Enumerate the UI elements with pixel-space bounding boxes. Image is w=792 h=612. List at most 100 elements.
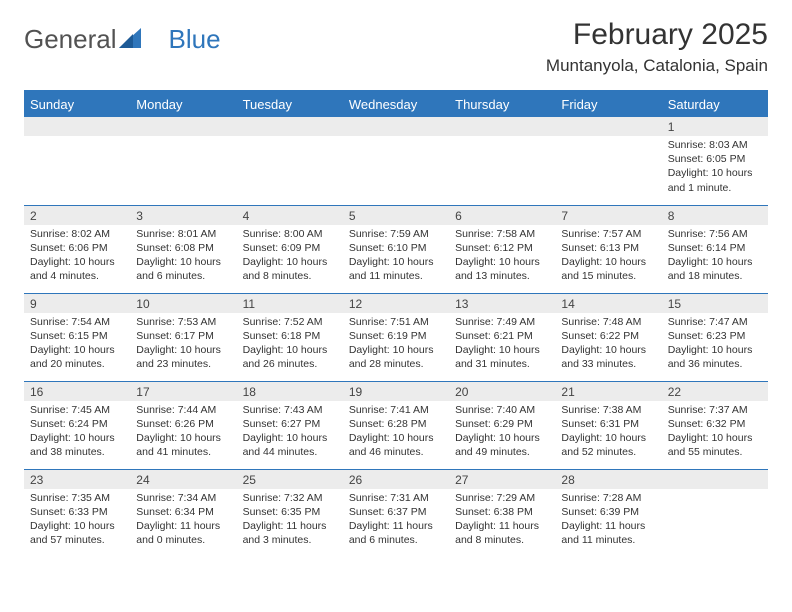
sunrise-text: Sunrise: 7:41 AM (349, 403, 443, 417)
day-header: Tuesday (237, 92, 343, 117)
daylight-text: Daylight: 10 hours and 11 minutes. (349, 255, 443, 283)
brand-part1: General (24, 24, 117, 55)
day-details: Sunrise: 7:53 AMSunset: 6:17 PMDaylight:… (130, 313, 236, 378)
calendar-cell: 11Sunrise: 7:52 AMSunset: 6:18 PMDayligh… (237, 293, 343, 381)
sunset-text: Sunset: 6:19 PM (349, 329, 443, 343)
sunrise-text: Sunrise: 7:29 AM (455, 491, 549, 505)
title-block: February 2025 Muntanyola, Catalonia, Spa… (546, 18, 768, 80)
calendar-cell: 27Sunrise: 7:29 AMSunset: 6:38 PMDayligh… (449, 469, 555, 557)
day-number: 9 (24, 294, 130, 313)
daylight-text: Daylight: 10 hours and 15 minutes. (561, 255, 655, 283)
day-number: 12 (343, 294, 449, 313)
calendar-cell: .. (555, 117, 661, 205)
calendar-cell: 10Sunrise: 7:53 AMSunset: 6:17 PMDayligh… (130, 293, 236, 381)
calendar-cell: 24Sunrise: 7:34 AMSunset: 6:34 PMDayligh… (130, 469, 236, 557)
calendar-cell: 5Sunrise: 7:59 AMSunset: 6:10 PMDaylight… (343, 205, 449, 293)
calendar-cell: .. (130, 117, 236, 205)
day-number: 18 (237, 382, 343, 401)
sunrise-text: Sunrise: 7:34 AM (136, 491, 230, 505)
calendar-cell: 18Sunrise: 7:43 AMSunset: 6:27 PMDayligh… (237, 381, 343, 469)
sunset-text: Sunset: 6:13 PM (561, 241, 655, 255)
day-number: 15 (662, 294, 768, 313)
day-number: 6 (449, 206, 555, 225)
day-number: 16 (24, 382, 130, 401)
sunrise-text: Sunrise: 7:52 AM (243, 315, 337, 329)
sunset-text: Sunset: 6:35 PM (243, 505, 337, 519)
day-details: Sunrise: 7:37 AMSunset: 6:32 PMDaylight:… (662, 401, 768, 466)
calendar-cell: 4Sunrise: 8:00 AMSunset: 6:09 PMDaylight… (237, 205, 343, 293)
day-number: 20 (449, 382, 555, 401)
day-details: Sunrise: 7:40 AMSunset: 6:29 PMDaylight:… (449, 401, 555, 466)
sunset-text: Sunset: 6:39 PM (561, 505, 655, 519)
day-details: Sunrise: 7:54 AMSunset: 6:15 PMDaylight:… (24, 313, 130, 378)
day-number: 3 (130, 206, 236, 225)
calendar-week-row: ............1Sunrise: 8:03 AMSunset: 6:0… (24, 117, 768, 205)
sunset-text: Sunset: 6:29 PM (455, 417, 549, 431)
sunrise-text: Sunrise: 8:02 AM (30, 227, 124, 241)
day-details: Sunrise: 7:28 AMSunset: 6:39 PMDaylight:… (555, 489, 661, 554)
day-details: Sunrise: 7:48 AMSunset: 6:22 PMDaylight:… (555, 313, 661, 378)
daylight-text: Daylight: 10 hours and 28 minutes. (349, 343, 443, 371)
day-number: 23 (24, 470, 130, 489)
day-number: 14 (555, 294, 661, 313)
calendar-cell: .. (24, 117, 130, 205)
day-number: 11 (237, 294, 343, 313)
day-header: Monday (130, 92, 236, 117)
daylight-text: Daylight: 10 hours and 4 minutes. (30, 255, 124, 283)
day-details: Sunrise: 7:57 AMSunset: 6:13 PMDaylight:… (555, 225, 661, 290)
calendar-cell: 21Sunrise: 7:38 AMSunset: 6:31 PMDayligh… (555, 381, 661, 469)
sunset-text: Sunset: 6:37 PM (349, 505, 443, 519)
day-details: Sunrise: 8:01 AMSunset: 6:08 PMDaylight:… (130, 225, 236, 290)
sunset-text: Sunset: 6:34 PM (136, 505, 230, 519)
daylight-text: Daylight: 10 hours and 13 minutes. (455, 255, 549, 283)
day-number: 4 (237, 206, 343, 225)
sunset-text: Sunset: 6:26 PM (136, 417, 230, 431)
calendar-cell: 6Sunrise: 7:58 AMSunset: 6:12 PMDaylight… (449, 205, 555, 293)
sunset-text: Sunset: 6:38 PM (455, 505, 549, 519)
daylight-text: Daylight: 10 hours and 31 minutes. (455, 343, 549, 371)
month-title: February 2025 (546, 18, 768, 52)
daylight-text: Daylight: 10 hours and 52 minutes. (561, 431, 655, 459)
sunrise-text: Sunrise: 7:58 AM (455, 227, 549, 241)
day-number: 24 (130, 470, 236, 489)
daylight-text: Daylight: 10 hours and 1 minute. (668, 166, 762, 194)
day-details: Sunrise: 7:35 AMSunset: 6:33 PMDaylight:… (24, 489, 130, 554)
sunrise-text: Sunrise: 7:40 AM (455, 403, 549, 417)
day-number: 21 (555, 382, 661, 401)
day-number: 27 (449, 470, 555, 489)
day-number: 7 (555, 206, 661, 225)
day-number: 1 (662, 117, 768, 136)
sunset-text: Sunset: 6:09 PM (243, 241, 337, 255)
sunrise-text: Sunrise: 8:03 AM (668, 138, 762, 152)
day-details: Sunrise: 7:52 AMSunset: 6:18 PMDaylight:… (237, 313, 343, 378)
sunset-text: Sunset: 6:15 PM (30, 329, 124, 343)
sunrise-text: Sunrise: 7:59 AM (349, 227, 443, 241)
sunset-text: Sunset: 6:23 PM (668, 329, 762, 343)
daylight-text: Daylight: 10 hours and 41 minutes. (136, 431, 230, 459)
sunrise-text: Sunrise: 7:43 AM (243, 403, 337, 417)
daylight-text: Daylight: 10 hours and 57 minutes. (30, 519, 124, 547)
sunset-text: Sunset: 6:28 PM (349, 417, 443, 431)
sunset-text: Sunset: 6:24 PM (30, 417, 124, 431)
day-details: Sunrise: 7:32 AMSunset: 6:35 PMDaylight:… (237, 489, 343, 554)
calendar-table: Sunday Monday Tuesday Wednesday Thursday… (24, 92, 768, 557)
day-number: 13 (449, 294, 555, 313)
day-details: Sunrise: 7:58 AMSunset: 6:12 PMDaylight:… (449, 225, 555, 290)
sunset-text: Sunset: 6:14 PM (668, 241, 762, 255)
daylight-text: Daylight: 10 hours and 44 minutes. (243, 431, 337, 459)
sunset-text: Sunset: 6:21 PM (455, 329, 549, 343)
sunrise-text: Sunrise: 7:37 AM (668, 403, 762, 417)
calendar-cell: 8Sunrise: 7:56 AMSunset: 6:14 PMDaylight… (662, 205, 768, 293)
calendar-cell: 1 Sunrise: 8:03 AMSunset: 6:05 PMDaylight… (662, 117, 768, 205)
day-details: Sunrise: 7:56 AMSunset: 6:14 PMDaylight:… (662, 225, 768, 290)
sunrise-text: Sunrise: 8:01 AM (136, 227, 230, 241)
calendar-week-row: 2Sunrise: 8:02 AMSunset: 6:06 PMDaylight… (24, 205, 768, 293)
sunset-text: Sunset: 6:05 PM (668, 152, 762, 166)
daylight-text: Daylight: 10 hours and 20 minutes. (30, 343, 124, 371)
day-header: Saturday (662, 92, 768, 117)
day-details: Sunrise: 7:47 AMSunset: 6:23 PMDaylight:… (662, 313, 768, 378)
sunset-text: Sunset: 6:18 PM (243, 329, 337, 343)
day-details: Sunrise: 7:34 AMSunset: 6:34 PMDaylight:… (130, 489, 236, 554)
day-details: Sunrise: 7:49 AMSunset: 6:21 PMDaylight:… (449, 313, 555, 378)
day-details: Sunrise: 7:31 AMSunset: 6:37 PMDaylight:… (343, 489, 449, 554)
